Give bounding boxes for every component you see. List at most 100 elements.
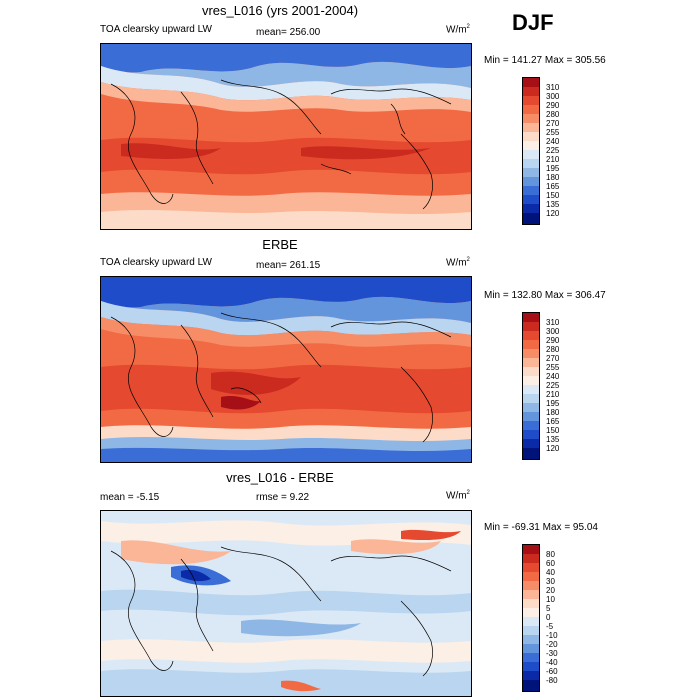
panel-3-colorbar-swatch bbox=[523, 635, 539, 644]
panel-2-colorbar-swatch bbox=[523, 349, 539, 358]
panel-2-colorbar-swatch bbox=[523, 439, 539, 448]
panel-2-colorbar-swatch bbox=[523, 331, 539, 340]
panel-1-colorbar-swatch bbox=[523, 168, 539, 177]
panel-2-colorbar-swatch bbox=[523, 358, 539, 367]
panel-1-colorbar-tick: 240 bbox=[546, 137, 560, 146]
panel-3-colorbar-tick: 40 bbox=[546, 568, 555, 577]
panel-2-colorbar-tick: 300 bbox=[546, 327, 560, 336]
panel-3-colorbar-tick: -60 bbox=[546, 667, 558, 676]
panel-1-variable-label: TOA clearsky upward LW bbox=[100, 24, 212, 35]
panel-1-colorbar-tick: 270 bbox=[546, 119, 560, 128]
panel-1-colorbar-swatch bbox=[523, 132, 539, 141]
panel-2-colorbar-tick: 240 bbox=[546, 372, 560, 381]
panel-1-mean-label: mean= 256.00 bbox=[256, 27, 321, 38]
panel-1-colorbar-tick: 300 bbox=[546, 92, 560, 101]
panel-1-colorbar-tick: 280 bbox=[546, 110, 560, 119]
panel-3-colorbar-swatch bbox=[523, 590, 539, 599]
panel-2-colorbar-swatch bbox=[523, 322, 539, 331]
panel-3-colorbar-swatch bbox=[523, 626, 539, 635]
panel-3-colorbar bbox=[522, 544, 540, 692]
panel-3-map-svg bbox=[101, 511, 471, 696]
panel-1-colorbar-tick: 310 bbox=[546, 83, 560, 92]
panel-2-colorbar-tick: 165 bbox=[546, 417, 560, 426]
panel-1-colorbar-swatch bbox=[523, 114, 539, 123]
panel-3-colorbar-tick: -80 bbox=[546, 676, 558, 685]
panel-3-colorbar-tick: 30 bbox=[546, 577, 555, 586]
panel-2-colorbar-swatch bbox=[523, 394, 539, 403]
panel-2-colorbar-tick: 195 bbox=[546, 399, 560, 408]
panel-1-colorbar-swatch bbox=[523, 159, 539, 168]
panel-3-colorbar-swatch bbox=[523, 617, 539, 626]
panel-2-colorbar-tick: 135 bbox=[546, 435, 560, 444]
panel-1-minmax: Min = 141.27 Max = 305.56 bbox=[484, 55, 606, 66]
panel-1-colorbar-tick: 255 bbox=[546, 128, 560, 137]
panel-2-colorbar-swatch bbox=[523, 340, 539, 349]
panel-3-colorbar-swatch bbox=[523, 662, 539, 671]
panel-2-colorbar-swatch bbox=[523, 421, 539, 430]
panel-3-colorbar-swatch bbox=[523, 671, 539, 680]
panel-1-colorbar-swatch bbox=[523, 186, 539, 195]
panel-2-units: W/m2 bbox=[446, 257, 470, 269]
panel-3-colorbar-tick: 5 bbox=[546, 604, 551, 613]
panel-2-colorbar-swatch bbox=[523, 376, 539, 385]
panel-2-colorbar-swatch bbox=[523, 385, 539, 394]
panel-3-map bbox=[100, 510, 472, 697]
panel-3-colorbar-swatch bbox=[523, 599, 539, 608]
panel-2-colorbar-tick: 310 bbox=[546, 318, 560, 327]
panel-2-colorbar bbox=[522, 312, 540, 460]
panel-2-colorbar-tick: 270 bbox=[546, 354, 560, 363]
panel-1-colorbar-swatch bbox=[523, 141, 539, 150]
panel-1-colorbar-swatch bbox=[523, 96, 539, 105]
panel-3-colorbar-swatch bbox=[523, 545, 539, 554]
panel-2-colorbar-tick: 255 bbox=[546, 363, 560, 372]
panel-1-colorbar-swatch bbox=[523, 213, 539, 224]
panel-2-map-svg bbox=[101, 277, 471, 462]
panel-1-units: W/m2 bbox=[446, 24, 470, 36]
panel-1-colorbar-tick: 290 bbox=[546, 101, 560, 110]
panel-2-colorbar-tick: 150 bbox=[546, 426, 560, 435]
panel-1-colorbar-swatch bbox=[523, 150, 539, 159]
panel-1-colorbar-tick: 165 bbox=[546, 182, 560, 191]
panel-2-colorbar-tick: 225 bbox=[546, 381, 560, 390]
panel-2-colorbar-swatch bbox=[523, 403, 539, 412]
panel-2-colorbar-tick: 290 bbox=[546, 336, 560, 345]
panel-1-colorbar-tick: 135 bbox=[546, 200, 560, 209]
panel-2-variable-label: TOA clearsky upward LW bbox=[100, 257, 212, 268]
panel-3-mean-label: mean = -5.15 bbox=[100, 492, 160, 503]
panel-3-minmax: Min = -69.31 Max = 95.04 bbox=[484, 522, 598, 533]
panel-1-map bbox=[100, 43, 472, 230]
panel-1-colorbar-tick: 120 bbox=[546, 209, 560, 218]
panel-1-colorbar-swatch bbox=[523, 195, 539, 204]
panel-3-colorbar-tick: 10 bbox=[546, 595, 555, 604]
panel-2-colorbar-swatch bbox=[523, 367, 539, 376]
panel-3-colorbar-swatch bbox=[523, 572, 539, 581]
panel-3-colorbar-swatch bbox=[523, 653, 539, 662]
panel-1-colorbar-tick: 195 bbox=[546, 164, 560, 173]
panel-2-map bbox=[100, 276, 472, 463]
panel-1-colorbar-tick: 150 bbox=[546, 191, 560, 200]
panel-2-colorbar-swatch bbox=[523, 313, 539, 322]
panel-1-colorbar bbox=[522, 77, 540, 225]
panel-2-colorbar-swatch bbox=[523, 430, 539, 439]
panel-3-colorbar-tick: -5 bbox=[546, 622, 554, 631]
panel-1-colorbar-swatch bbox=[523, 123, 539, 132]
panel-2-mean-label: mean= 261.15 bbox=[256, 260, 321, 271]
panel-2-minmax: Min = 132.80 Max = 306.47 bbox=[484, 290, 606, 301]
panel-1-colorbar-tick: 225 bbox=[546, 146, 560, 155]
panel-3-colorbar-swatch bbox=[523, 563, 539, 572]
panel-3-colorbar-tick: -10 bbox=[546, 631, 558, 640]
panel-1-colorbar-swatch bbox=[523, 204, 539, 213]
panel-3-colorbar-tick: -20 bbox=[546, 640, 558, 649]
panel-2-colorbar-tick: 210 bbox=[546, 390, 560, 399]
panel-3-colorbar-swatch bbox=[523, 680, 539, 691]
panel-1-map-svg bbox=[101, 44, 471, 229]
panel-1-colorbar-swatch bbox=[523, 78, 539, 87]
panel-3-colorbar-tick: 60 bbox=[546, 559, 555, 568]
panel-3-colorbar-tick: 20 bbox=[546, 586, 555, 595]
panel-3-colorbar-tick: 80 bbox=[546, 550, 555, 559]
panel-1-colorbar-swatch bbox=[523, 105, 539, 114]
panel-3-colorbar-swatch bbox=[523, 581, 539, 590]
panel-1-title: vres_L016 (yrs 2001-2004) bbox=[201, 3, 359, 18]
panel-1-colorbar-swatch bbox=[523, 177, 539, 186]
panel-2-colorbar-tick: 180 bbox=[546, 408, 560, 417]
